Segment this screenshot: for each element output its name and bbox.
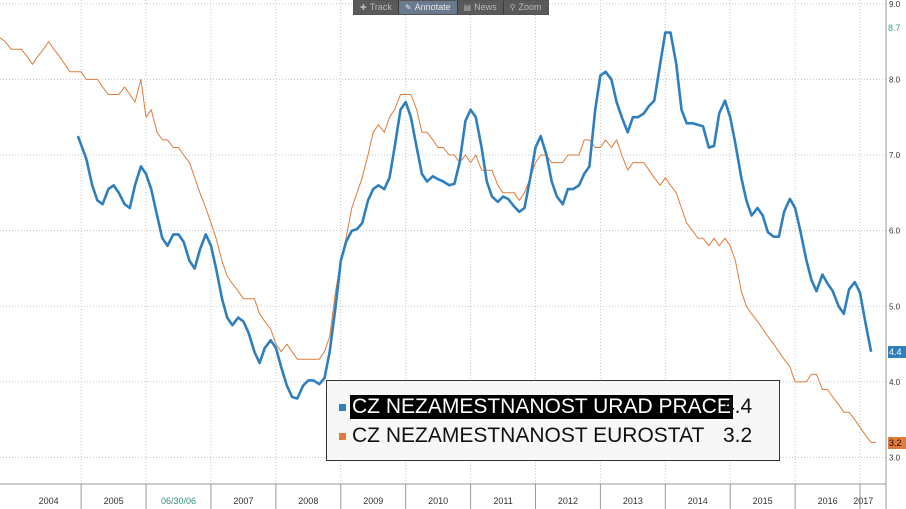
legend-entry-eurostat[interactable]: CZ NEZAMESTNANOST EUROSTAT	[339, 423, 706, 449]
y-tick-label: 3.0	[889, 454, 901, 463]
y-axis-ticks: 3.0 4.0 5.0 6.0 7.0 8.0 9.0	[889, 0, 901, 463]
y-tick-label: 8.0	[889, 75, 901, 84]
track-label: Track	[369, 2, 392, 12]
last-value-tag-eurostat: 3.2	[888, 437, 906, 449]
series-line-urad-prace	[76, 31, 873, 400]
x-tick-label: 2008	[298, 496, 318, 506]
news-button[interactable]: ▤ News	[457, 1, 503, 14]
annotate-button[interactable]: ✎ Annotate	[398, 1, 457, 14]
x-tick-label: 2015	[753, 496, 773, 506]
chart-legend: CZ NEZAMESTNANOST URAD PRACE 4.4 CZ NEZA…	[326, 380, 780, 461]
x-tick-label: 2007	[233, 496, 253, 506]
legend-entry-urad-prace[interactable]: CZ NEZAMESTNANOST URAD PRACE	[339, 394, 733, 420]
y-tick-label: 9.0	[889, 0, 901, 9]
x-tick-label: 2009	[363, 496, 383, 506]
last-value-tag-urad-prace: 4.4	[888, 346, 906, 358]
x-tick-label: 2005	[104, 496, 124, 506]
x-tick-label: 2013	[623, 496, 643, 506]
y-tick-label: 5.0	[889, 302, 901, 311]
chart-toolbar: ✚ Track ✎ Annotate ▤ News ⚲ Zoom	[353, 0, 549, 15]
x-tick-label: 2011	[493, 496, 512, 506]
zoom-label: Zoom	[518, 2, 542, 12]
series-layer	[0, 31, 877, 443]
track-button[interactable]: ✚ Track	[354, 1, 398, 14]
legend-series-name: CZ NEZAMESTNANOST EUROSTAT	[352, 424, 705, 447]
news-label: News	[474, 2, 497, 12]
zoom-button[interactable]: ⚲ Zoom	[503, 1, 548, 14]
x-axis-ticks: 2004 2005 06/30/06 2007 2008 2009 2010 2011 2012…	[39, 484, 873, 509]
annotate-label: Annotate	[414, 2, 451, 12]
x-tick-label: 2010	[428, 496, 448, 506]
crosshair-icon: ✚	[360, 3, 367, 12]
top-marker-label: 8.7	[888, 23, 901, 33]
news-icon: ▤	[463, 3, 472, 12]
legend-swatch-blue	[339, 403, 346, 411]
x-tick-label: 2004	[39, 496, 59, 506]
series-line-eurostat	[0, 37, 877, 443]
pencil-icon: ✎	[404, 3, 412, 12]
legend-swatch-orange	[339, 432, 346, 440]
y-tick-label: 4.0	[889, 378, 901, 387]
x-tick-label: 2012	[558, 496, 578, 506]
magnifier-icon: ⚲	[509, 3, 516, 12]
legend-series-name: CZ NEZAMESTNANOST URAD PRACE	[350, 395, 733, 419]
y-tick-label: 7.0	[889, 151, 901, 160]
x-tick-label: 2014	[688, 496, 708, 506]
x-tick-label: 06/30/06	[161, 496, 196, 506]
y-tick-label: 6.0	[889, 227, 901, 236]
x-tick-label: 2016	[818, 496, 838, 506]
legend-series-value: 3.2	[723, 424, 753, 447]
x-tick-label: 2017	[853, 496, 873, 506]
